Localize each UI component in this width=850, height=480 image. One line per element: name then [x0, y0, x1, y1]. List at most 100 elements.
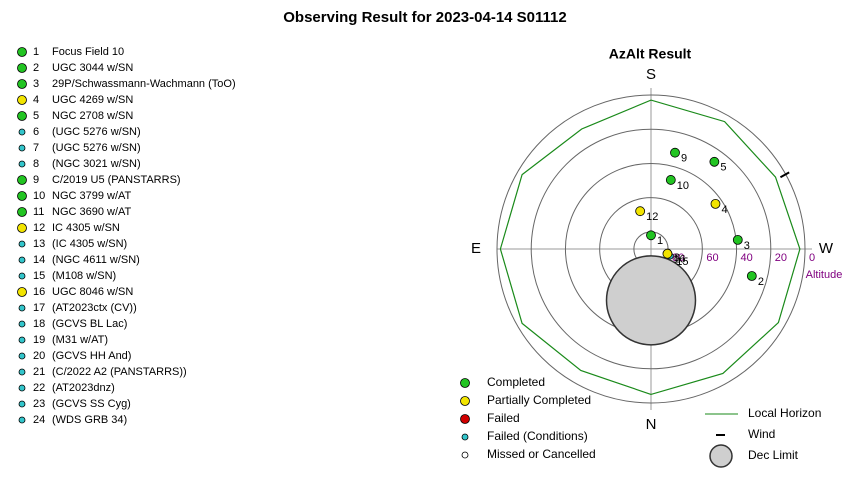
point-label: 8	[674, 252, 680, 264]
legend-label: Failed (Conditions)	[487, 429, 588, 443]
target-number: 12	[33, 222, 45, 234]
target-number: 18	[33, 318, 45, 330]
target-name: (GCVS BL Lac)	[52, 318, 127, 330]
point-label: 10	[677, 180, 689, 192]
target-name: NGC 2708 w/SN	[52, 110, 133, 122]
target-number: 10	[33, 190, 45, 202]
altitude-ring	[530, 128, 772, 370]
target-number: 21	[33, 366, 45, 378]
target-name: UGC 3044 w/SN	[52, 62, 133, 74]
target-number: 8	[33, 158, 39, 170]
legend-label: Completed	[487, 375, 545, 389]
status-dot	[18, 400, 26, 408]
target-point	[665, 175, 676, 185]
target-name: (GCVS HH And)	[52, 350, 131, 362]
target-point	[746, 271, 757, 281]
target-name: C/2019 U5 (PANSTARRS)	[52, 174, 181, 186]
legend-marker	[460, 378, 470, 388]
target-point	[732, 234, 743, 245]
legend-marker	[460, 396, 470, 406]
target-number: 17	[33, 302, 45, 314]
point-label: 2	[758, 276, 764, 288]
altitude-tick-label: 80	[672, 252, 684, 264]
target-number: 15	[33, 270, 45, 282]
target-number: 1	[33, 46, 39, 58]
status-dot	[18, 384, 26, 392]
wind-marker	[779, 171, 790, 179]
target-point	[710, 198, 721, 209]
dec-limit	[605, 255, 697, 346]
target-name: Focus Field 10	[52, 46, 124, 58]
legend-marker	[460, 414, 470, 424]
target-number: 13	[33, 238, 45, 250]
altitude-tick-label: 20	[775, 252, 787, 264]
compass-w: W	[819, 240, 834, 257]
target-name: (AT2023dnz)	[52, 382, 115, 394]
target-point	[646, 230, 656, 241]
target-number: 23	[33, 398, 45, 410]
target-name: (IC 4305 w/SN)	[52, 238, 127, 250]
target-number: 3	[33, 78, 39, 90]
status-dot	[18, 352, 26, 360]
point-label: 4	[721, 204, 727, 216]
target-name: (NGC 3021 w/SN)	[52, 158, 141, 170]
altitude-tick-label: 40	[741, 252, 753, 264]
point-label: 1	[657, 235, 663, 247]
altitude-tick-label: 60	[706, 252, 718, 264]
status-dot	[17, 223, 27, 233]
target-name: (NGC 4611 w/SN)	[52, 254, 140, 266]
target-name: (UGC 5276 w/SN)	[52, 126, 141, 138]
target-number: 19	[33, 334, 45, 346]
legend-label: Local Horizon	[748, 406, 821, 420]
status-dot	[18, 304, 26, 312]
point-label: 12	[646, 211, 658, 223]
status-dot	[18, 144, 26, 152]
legend-label: Wind	[748, 427, 775, 441]
status-dot	[17, 175, 27, 185]
target-name: (UGC 5276 w/SN)	[52, 142, 141, 154]
legend-label: Dec Limit	[748, 448, 799, 462]
target-point	[635, 206, 646, 217]
status-dot	[17, 287, 27, 297]
target-point	[670, 147, 680, 158]
legend-marker	[461, 433, 469, 441]
target-point	[662, 248, 673, 259]
target-number: 20	[33, 350, 45, 362]
target-number: 16	[33, 286, 45, 298]
target-name: (C/2022 A2 (PANSTARRS))	[52, 366, 187, 378]
target-name: 29P/Schwassmann-Wachmann (ToO)	[52, 78, 236, 90]
legend-label: Partially Completed	[487, 393, 591, 407]
status-dot	[18, 128, 26, 136]
target-number: 11	[33, 206, 44, 218]
axis-label: Altitude	[806, 269, 843, 281]
status-dot	[17, 79, 27, 89]
status-dot	[18, 336, 26, 344]
target-name: UGC 8046 w/SN	[52, 286, 133, 298]
status-dot	[18, 416, 26, 424]
status-dot	[18, 320, 26, 328]
status-dot	[18, 272, 26, 280]
target-number: 14	[33, 254, 45, 266]
status-dot	[18, 240, 26, 248]
legend-label: Missed or Cancelled	[487, 447, 596, 461]
compass-e: E	[471, 240, 481, 257]
target-name: (GCVS SS Cyg)	[52, 398, 131, 410]
target-name: (M108 w/SN)	[52, 270, 116, 282]
target-name: (AT2023ctx (CV))	[52, 302, 137, 314]
legend-label: Failed	[487, 411, 520, 425]
point-label: 15	[676, 256, 688, 268]
compass-n: N	[646, 416, 657, 433]
target-number: 4	[33, 94, 39, 106]
status-dot	[18, 368, 26, 376]
target-name: IC 4305 w/SN	[52, 222, 120, 234]
point-label: 16	[673, 254, 685, 266]
target-number: 24	[33, 414, 45, 426]
target-number: 7	[33, 142, 39, 154]
status-dot	[17, 191, 27, 201]
status-dot	[17, 207, 27, 217]
target-name: (WDS GRB 34)	[52, 414, 127, 426]
point-label: 3	[744, 240, 750, 252]
legend-marker	[461, 451, 469, 459]
status-dot	[17, 63, 27, 73]
